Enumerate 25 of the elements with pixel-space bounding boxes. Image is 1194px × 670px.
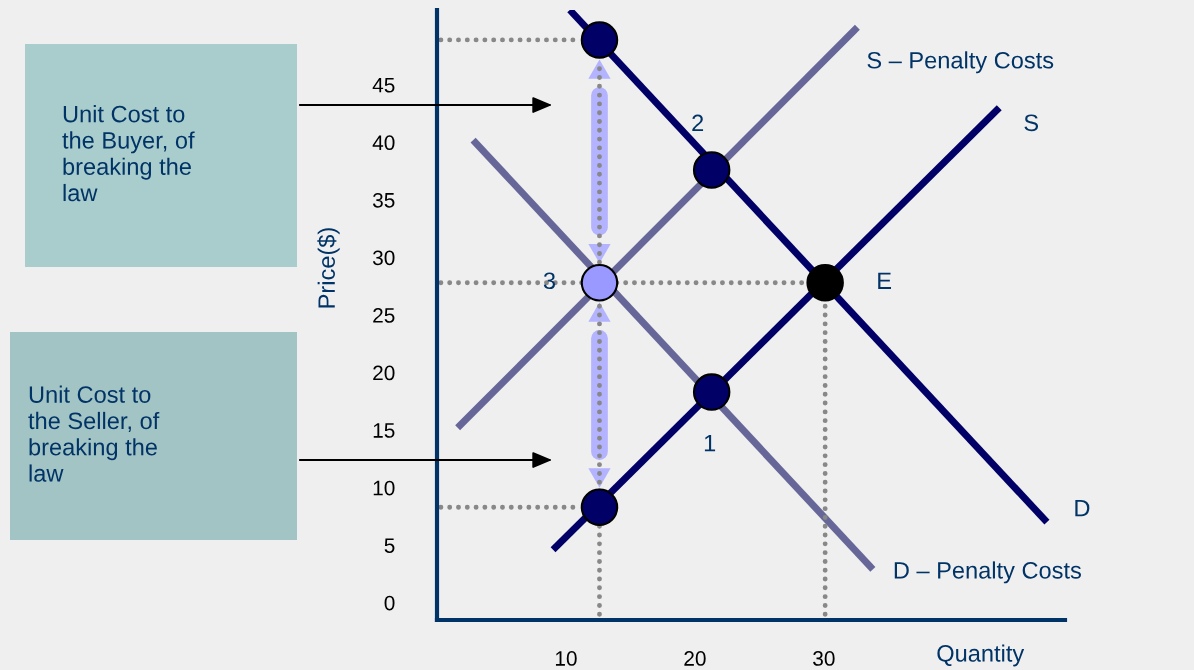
annotation: D – Penalty Costs	[894, 561, 1081, 584]
annotation: 1	[704, 434, 716, 452]
x-tick-label: 30	[813, 651, 835, 666]
y-tick-label: 20	[373, 365, 395, 381]
x-axis-title: Quantity	[937, 644, 1025, 667]
x-tick-label: 10	[555, 651, 577, 666]
x-tick-label: 20	[684, 651, 706, 666]
y-tick-label: 35	[372, 192, 395, 208]
annotation: 3	[543, 272, 556, 290]
annotation: 2	[692, 114, 704, 132]
y-tick-label: 45	[372, 78, 395, 93]
y-axis-title: Price($)	[317, 228, 340, 308]
text: Unit Cost to the Seller, of breaking the law	[28, 385, 160, 482]
y-tick-label: 30	[372, 250, 395, 266]
y-tick-label: 15	[373, 423, 395, 438]
text: Unit Cost to the Buyer, of breaking the law	[62, 105, 195, 202]
y-tick-label: 25	[373, 308, 395, 323]
y-tick-label: 10	[373, 480, 395, 496]
y-tick-label: 5	[384, 538, 395, 553]
y-tick-label: 40	[372, 135, 395, 151]
y-tick-label: 0	[384, 595, 395, 611]
annotation: S – Penalty Costs	[867, 51, 1054, 74]
annotation: D	[1075, 500, 1090, 517]
annotation: E	[878, 272, 892, 289]
annotation: S	[1024, 114, 1039, 132]
